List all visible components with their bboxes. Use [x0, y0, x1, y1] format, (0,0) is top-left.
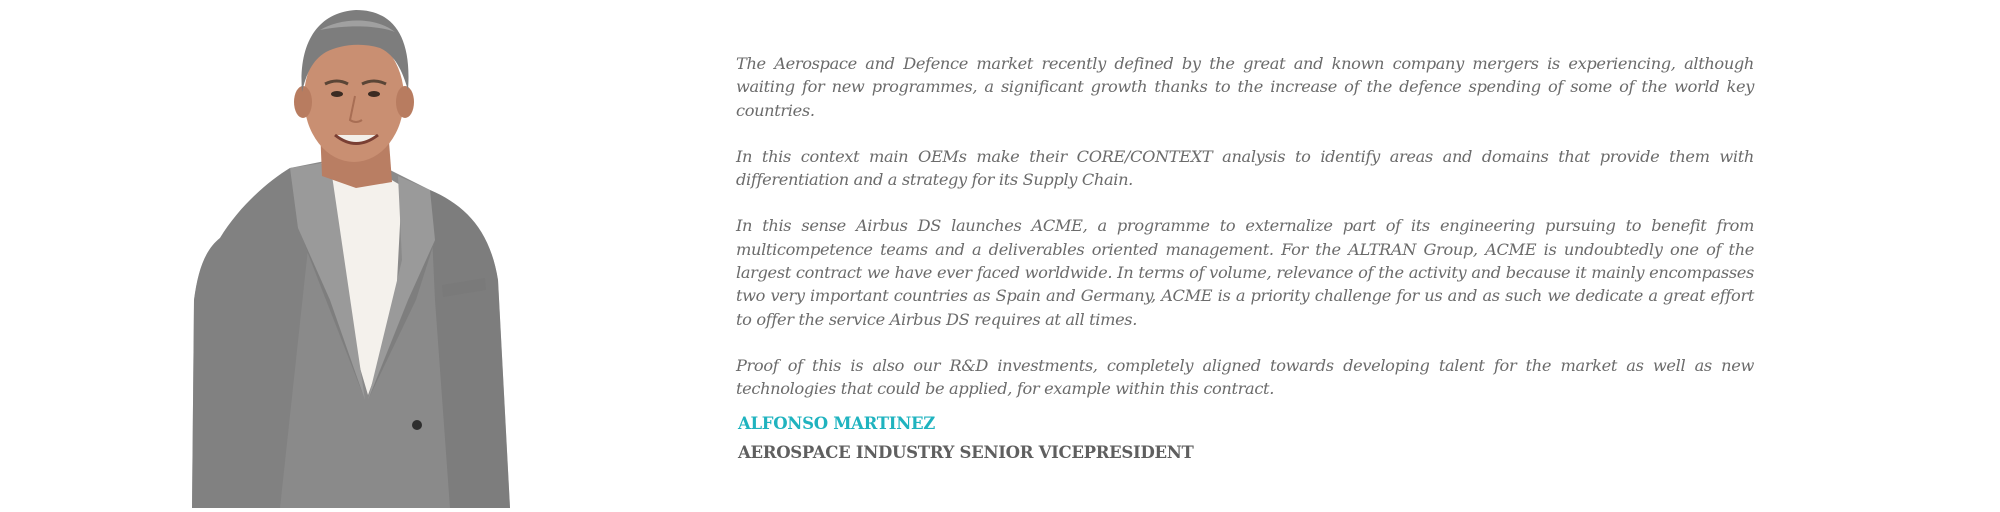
person-portrait-icon [180, 0, 540, 508]
signature-block: ALFONSO MARTINEZ AEROSPACE INDUSTRY SENI… [738, 414, 1194, 462]
paragraph-3: In this sense Airbus DS launches ACME, a… [736, 216, 1754, 329]
paragraph-4: Proof of this is also our R&D investment… [736, 355, 1754, 399]
signature-title: AEROSPACE INDUSTRY SENIOR VICEPRESIDENT [738, 443, 1194, 462]
statement-text: The Aerospace and Defence market recentl… [736, 52, 1754, 424]
signature-name: ALFONSO MARTINEZ [738, 414, 935, 433]
paragraph-1: The Aerospace and Defence market recentl… [736, 54, 1754, 120]
paragraph-2: In this context main OEMs make their COR… [736, 146, 1754, 190]
hair [301, 10, 409, 92]
